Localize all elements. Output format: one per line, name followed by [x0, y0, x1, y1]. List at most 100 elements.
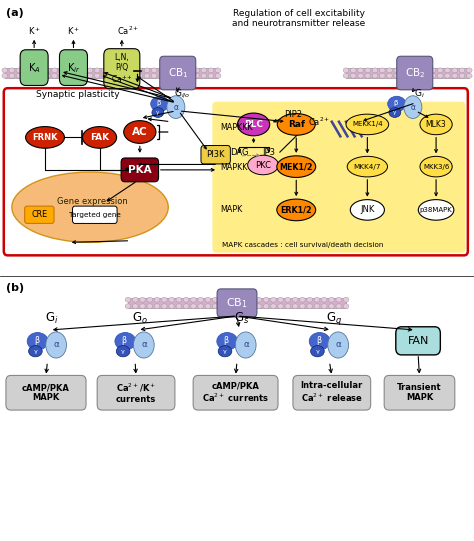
Ellipse shape	[237, 113, 270, 136]
Ellipse shape	[372, 73, 378, 78]
Ellipse shape	[372, 68, 378, 72]
Ellipse shape	[387, 73, 392, 78]
Ellipse shape	[194, 73, 200, 78]
FancyBboxPatch shape	[6, 375, 86, 410]
Ellipse shape	[187, 73, 192, 78]
Text: β: β	[122, 335, 127, 345]
Text: γ: γ	[121, 349, 125, 354]
Text: PLC: PLC	[244, 120, 263, 129]
FancyBboxPatch shape	[384, 375, 455, 410]
Ellipse shape	[52, 68, 57, 72]
Text: γ: γ	[156, 110, 159, 115]
Text: Regulation of cell excitability
and neurotransmitter release: Regulation of cell excitability and neur…	[232, 9, 365, 28]
Text: MAPKK: MAPKK	[220, 163, 247, 172]
Ellipse shape	[73, 73, 79, 78]
FancyBboxPatch shape	[60, 50, 87, 85]
FancyBboxPatch shape	[212, 102, 465, 253]
Text: γ: γ	[34, 349, 37, 354]
Ellipse shape	[219, 304, 225, 308]
Ellipse shape	[183, 298, 189, 302]
Ellipse shape	[358, 73, 364, 78]
Ellipse shape	[459, 73, 465, 78]
Text: Ca$^{2+}$/K$^+$
currents: Ca$^{2+}$/K$^+$ currents	[116, 381, 156, 404]
Text: α: α	[141, 340, 147, 349]
Text: β: β	[34, 335, 39, 345]
Text: α: α	[411, 103, 416, 111]
Ellipse shape	[388, 96, 406, 111]
Ellipse shape	[256, 298, 262, 302]
Ellipse shape	[336, 304, 342, 308]
Text: Synaptic plasticity: Synaptic plasticity	[36, 90, 119, 99]
Ellipse shape	[310, 346, 324, 357]
Ellipse shape	[94, 73, 100, 78]
Text: K$_{ir}$: K$_{ir}$	[67, 61, 80, 75]
Text: K$^+$: K$^+$	[27, 25, 41, 37]
Ellipse shape	[409, 73, 414, 78]
Ellipse shape	[94, 68, 100, 72]
Ellipse shape	[66, 73, 72, 78]
Ellipse shape	[144, 68, 150, 72]
Ellipse shape	[158, 68, 164, 72]
Ellipse shape	[116, 73, 121, 78]
Text: DAG: DAG	[230, 148, 249, 157]
Ellipse shape	[45, 68, 50, 72]
Text: Transient
MAPK: Transient MAPK	[397, 383, 442, 403]
Text: MLK3: MLK3	[426, 120, 447, 129]
Ellipse shape	[208, 73, 214, 78]
Ellipse shape	[285, 304, 291, 308]
Ellipse shape	[292, 298, 298, 302]
Text: CB$_2$: CB$_2$	[405, 66, 425, 80]
Ellipse shape	[430, 73, 436, 78]
Ellipse shape	[278, 298, 283, 302]
Text: β: β	[156, 100, 161, 106]
Ellipse shape	[212, 298, 218, 302]
Ellipse shape	[285, 298, 291, 302]
Text: γ: γ	[316, 349, 319, 354]
Ellipse shape	[208, 68, 214, 72]
Ellipse shape	[236, 332, 256, 358]
Ellipse shape	[271, 304, 276, 308]
Text: α: α	[54, 340, 60, 349]
Text: Targeted gene: Targeted gene	[69, 212, 121, 218]
Ellipse shape	[343, 298, 349, 302]
Text: cAMP/PKA
MAPK: cAMP/PKA MAPK	[22, 383, 70, 403]
Ellipse shape	[249, 298, 255, 302]
Ellipse shape	[277, 114, 315, 135]
Ellipse shape	[379, 73, 385, 78]
Bar	[346, 68, 469, 78]
Ellipse shape	[365, 68, 371, 72]
Ellipse shape	[82, 127, 117, 148]
FancyBboxPatch shape	[293, 375, 371, 410]
Text: FAN: FAN	[407, 336, 429, 346]
Ellipse shape	[420, 114, 452, 135]
Ellipse shape	[423, 73, 428, 78]
Ellipse shape	[459, 68, 465, 72]
Text: K$^+$: K$^+$	[67, 25, 80, 37]
Ellipse shape	[125, 304, 131, 308]
Ellipse shape	[423, 68, 428, 72]
Ellipse shape	[452, 68, 457, 72]
Ellipse shape	[217, 333, 237, 350]
Ellipse shape	[389, 108, 401, 117]
Ellipse shape	[23, 68, 29, 72]
FancyBboxPatch shape	[97, 375, 175, 410]
Ellipse shape	[277, 156, 316, 177]
Ellipse shape	[241, 298, 247, 302]
Ellipse shape	[336, 298, 342, 302]
Ellipse shape	[9, 68, 15, 72]
Ellipse shape	[12, 172, 168, 242]
Ellipse shape	[173, 68, 178, 72]
Ellipse shape	[147, 304, 153, 308]
Ellipse shape	[23, 73, 29, 78]
Ellipse shape	[234, 304, 240, 308]
Text: β: β	[393, 100, 398, 106]
Text: (b): (b)	[6, 283, 24, 293]
Ellipse shape	[134, 332, 154, 358]
Ellipse shape	[2, 68, 8, 72]
Text: cAMP/PKA
Ca$^{2+}$ currents: cAMP/PKA Ca$^{2+}$ currents	[202, 381, 269, 404]
Ellipse shape	[125, 298, 131, 302]
Text: γ: γ	[393, 110, 396, 115]
Ellipse shape	[307, 304, 312, 308]
Ellipse shape	[430, 68, 436, 72]
Ellipse shape	[151, 96, 169, 111]
